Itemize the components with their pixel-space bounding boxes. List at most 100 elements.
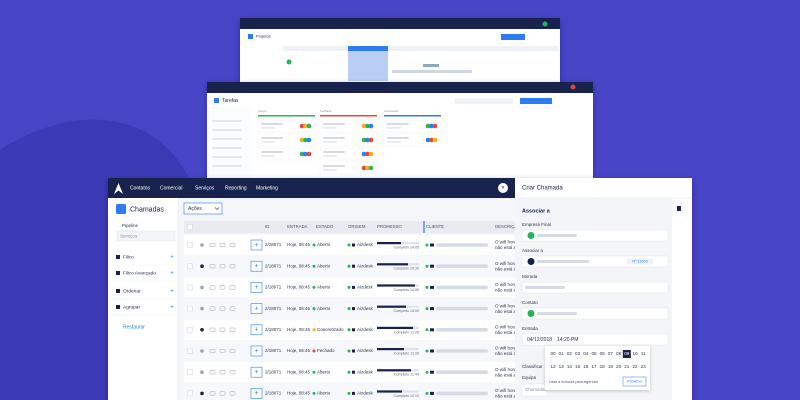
next-label[interactable]: Próximo: [627, 379, 642, 384]
add-button[interactable]: [250, 282, 263, 293]
nav-item[interactable]: Reporting: [225, 185, 247, 191]
cell-estado: Aberto: [317, 242, 331, 247]
avatar: [365, 165, 370, 171]
next-button[interactable]: [622, 376, 647, 387]
field[interactable]: [521, 333, 669, 346]
hour[interactable]: 14: [567, 364, 573, 369]
actions-select[interactable]: [183, 202, 223, 215]
hour[interactable]: 15: [575, 364, 581, 369]
client-icon: [430, 391, 434, 395]
add-icon[interactable]: +: [254, 263, 258, 270]
hour[interactable]: 18: [600, 364, 606, 369]
hour[interactable]: 23: [641, 364, 647, 369]
cell-entrada: Hoje, 08:45: [287, 348, 311, 353]
actions-label[interactable]: Ações: [188, 206, 202, 212]
checkbox[interactable]: [187, 369, 193, 375]
add-icon[interactable]: +: [254, 327, 258, 334]
add-button[interactable]: [250, 324, 263, 336]
field[interactable]: [521, 307, 669, 320]
sidebar-item[interactable]: Filtro: [123, 254, 134, 260]
hour[interactable]: 08: [616, 351, 622, 356]
hour[interactable]: 09: [624, 351, 630, 356]
checkbox[interactable]: [187, 242, 193, 248]
field[interactable]: [521, 255, 669, 268]
hour[interactable]: 06: [600, 351, 606, 356]
reset-link[interactable]: Restaurar: [123, 324, 145, 330]
hour[interactable]: 20: [616, 364, 622, 369]
add-icon[interactable]: +: [254, 242, 258, 249]
hour[interactable]: 04: [583, 351, 589, 356]
hour[interactable]: 17: [591, 364, 597, 369]
icon: [229, 348, 236, 354]
cell-descricao: O wifi hora: [495, 388, 517, 393]
sidebar-item[interactable]: Filtro Avançado: [123, 270, 156, 276]
add-icon[interactable]: +: [254, 348, 258, 355]
add-button[interactable]: [250, 345, 263, 357]
pipeline-value[interactable]: Serviços: [120, 234, 138, 239]
status-dot: [312, 264, 316, 268]
add-icon[interactable]: +: [254, 284, 258, 291]
expand-icon[interactable]: +: [170, 271, 174, 277]
hour[interactable]: 12: [550, 364, 556, 369]
checkbox[interactable]: [187, 305, 193, 312]
nav-item[interactable]: Contatos: [130, 185, 151, 191]
close-icon[interactable]: ×: [501, 186, 505, 192]
checkbox[interactable]: [187, 327, 193, 333]
hour[interactable]: 07: [608, 351, 614, 356]
item-icon: [116, 255, 120, 259]
progress-bar: [377, 284, 415, 287]
checkbox[interactable]: [187, 348, 193, 354]
hour[interactable]: 03: [575, 351, 581, 356]
field[interactable]: [521, 281, 669, 294]
cell-entrada: Hoje, 08:45: [287, 306, 311, 311]
progress-bar: [377, 242, 401, 245]
client-dot: [425, 349, 429, 353]
column-underline: [258, 115, 315, 117]
sidebar-item[interactable]: Ordenar: [123, 288, 141, 294]
field[interactable]: [521, 229, 669, 242]
hour[interactable]: 00: [550, 351, 556, 356]
placeholder: [436, 264, 488, 268]
expand-icon[interactable]: +: [170, 289, 174, 295]
progress-bar: [377, 263, 408, 266]
add-button[interactable]: [250, 366, 263, 378]
checkbox[interactable]: [187, 263, 193, 269]
avatar: [361, 151, 367, 157]
hour[interactable]: 10: [632, 351, 638, 356]
cell-id: 2/18071: [265, 348, 282, 353]
hour[interactable]: 13: [559, 364, 565, 369]
expand-icon[interactable]: +: [170, 255, 174, 261]
hour[interactable]: 19: [608, 364, 614, 369]
checkbox[interactable]: [187, 224, 193, 230]
add-button[interactable]: [250, 260, 263, 272]
add-button[interactable]: [250, 388, 263, 399]
pipeline-select[interactable]: [116, 230, 176, 242]
add-icon[interactable]: +: [254, 369, 258, 376]
expand-icon[interactable]: +: [170, 305, 174, 311]
hour[interactable]: 01: [559, 351, 565, 356]
column-header: ESTADO: [316, 224, 334, 229]
add-button[interactable]: [250, 239, 263, 251]
cell-descricao: O wifi hora: [495, 324, 517, 329]
hour[interactable]: 05: [591, 351, 597, 356]
close-button[interactable]: [498, 183, 508, 193]
checkbox[interactable]: [187, 284, 193, 291]
icon: [219, 285, 226, 290]
add-button[interactable]: [250, 303, 263, 314]
sidebar-item[interactable]: Agrupar: [123, 304, 140, 310]
nav-item[interactable]: Comercial: [160, 185, 183, 191]
hour[interactable]: 16: [583, 364, 589, 369]
hour[interactable]: 21: [624, 364, 630, 369]
nav-item[interactable]: Serviços: [195, 185, 215, 191]
hour[interactable]: 11: [641, 351, 646, 356]
cell-promesso: Completo 11:28: [394, 330, 419, 334]
hour[interactable]: 02: [567, 351, 573, 356]
nav-item[interactable]: Marketing: [256, 185, 278, 191]
checkbox[interactable]: [187, 390, 193, 397]
column-title: Fechado: [320, 109, 332, 113]
add-icon[interactable]: +: [254, 390, 258, 397]
client-icon: [430, 349, 434, 353]
hour[interactable]: 22: [632, 364, 638, 369]
add-icon[interactable]: +: [254, 305, 258, 312]
origin-icon: [352, 349, 355, 353]
